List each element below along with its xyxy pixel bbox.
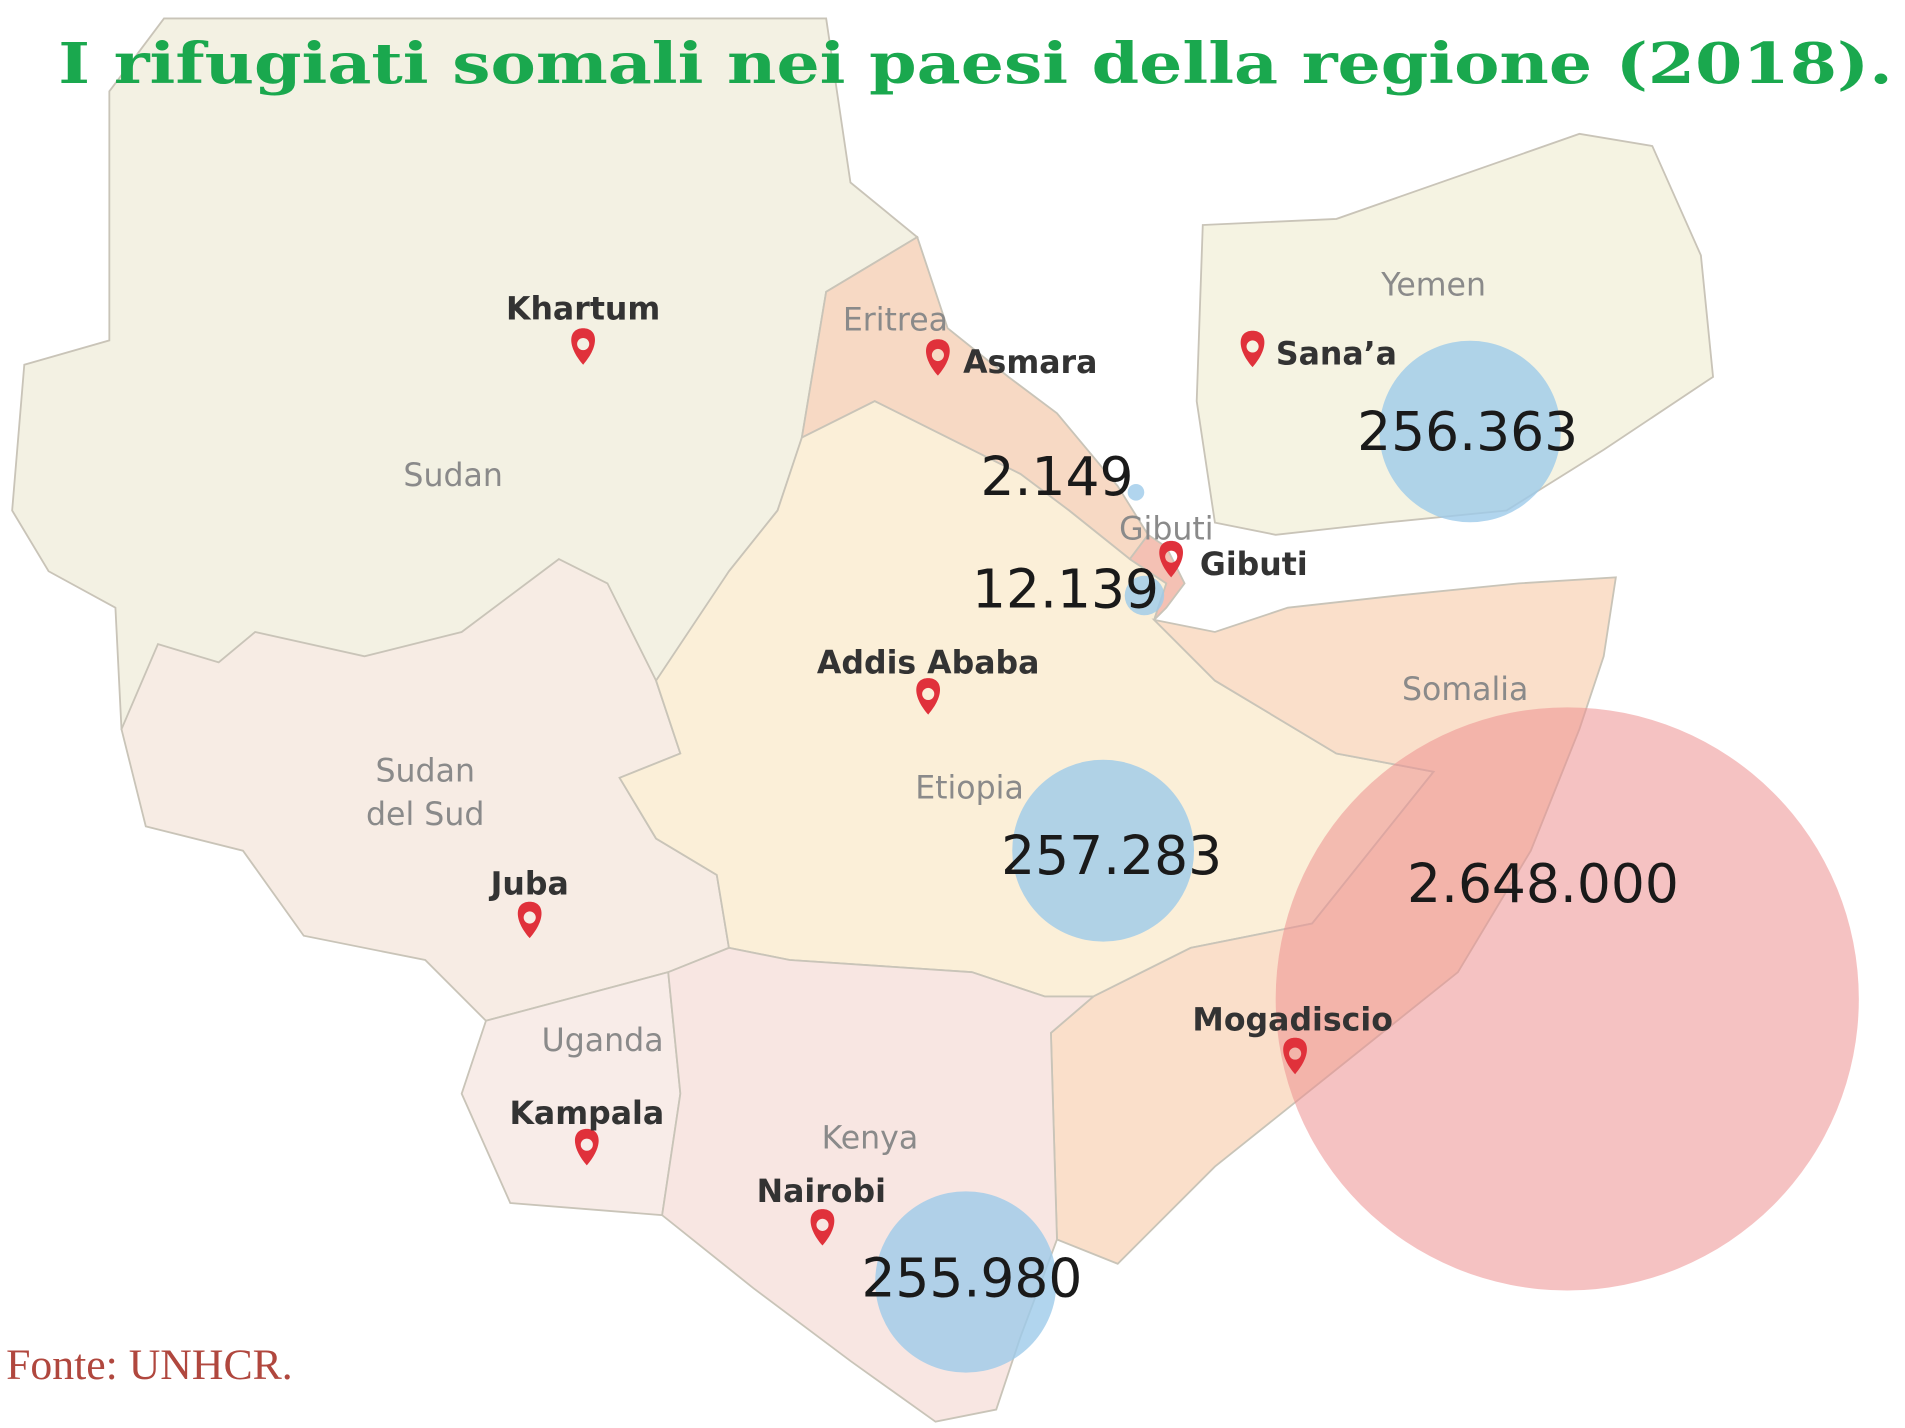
yemen-shape	[1195, 132, 1715, 536]
refugee-bubble	[875, 1191, 1057, 1373]
country-label: Kenya	[822, 1120, 919, 1156]
city-label: Asmara	[963, 345, 1097, 381]
country-label: Etiopia	[915, 770, 1024, 806]
refugee-label: 255.980	[861, 1247, 1082, 1310]
refugee-label: 2.648.000	[1407, 852, 1679, 915]
pin	[571, 328, 596, 365]
labels: Sudan Eritrea Yemen Gibuti Somalia Sudan del S…	[366, 267, 1679, 1309]
refugee-bubble	[1127, 483, 1145, 501]
pin	[1283, 1037, 1307, 1075]
pin	[916, 678, 941, 715]
refugee-label: 256.363	[1357, 400, 1578, 463]
pin	[517, 901, 542, 939]
city-label: Nairobi	[757, 1174, 886, 1210]
city-label: Gibuti	[1200, 547, 1308, 583]
refugee-bubble	[1124, 575, 1165, 616]
refugee-label: 12.139	[972, 558, 1159, 621]
city-label: Juba	[489, 866, 569, 902]
city-label: Sana’a	[1276, 337, 1397, 373]
city-label: Addis Ababa	[817, 645, 1040, 681]
pin	[926, 339, 950, 376]
refugee-bubble	[1012, 759, 1195, 942]
bubbles	[875, 340, 1859, 1373]
refugee-label: 2.149	[980, 445, 1133, 508]
country-label: Eritrea	[843, 303, 948, 339]
city-label: Khartum	[506, 292, 660, 328]
pin	[810, 1209, 835, 1246]
city-label: Mogadiscio	[1192, 1002, 1393, 1038]
pin	[574, 1128, 599, 1166]
djibouti-shape	[1128, 533, 1186, 621]
source: Fonte: UNHCR.	[6, 1341, 293, 1389]
country-label: Uganda	[542, 1023, 664, 1059]
country-label: Yemen	[1380, 267, 1486, 303]
country-label: Sudan del Sud	[366, 753, 484, 833]
refugee-label: 257.283	[1001, 824, 1222, 887]
pin	[1240, 330, 1265, 368]
country-label: Somalia	[1402, 672, 1528, 708]
refugee-bubble	[1275, 707, 1859, 1291]
pin	[1159, 540, 1184, 578]
country-label: Sudan	[403, 458, 502, 494]
title: I rifugiati somali nei paesi della regio…	[58, 32, 1893, 97]
refugee-bubble	[1379, 340, 1561, 523]
city-label: Kampala	[509, 1096, 664, 1132]
